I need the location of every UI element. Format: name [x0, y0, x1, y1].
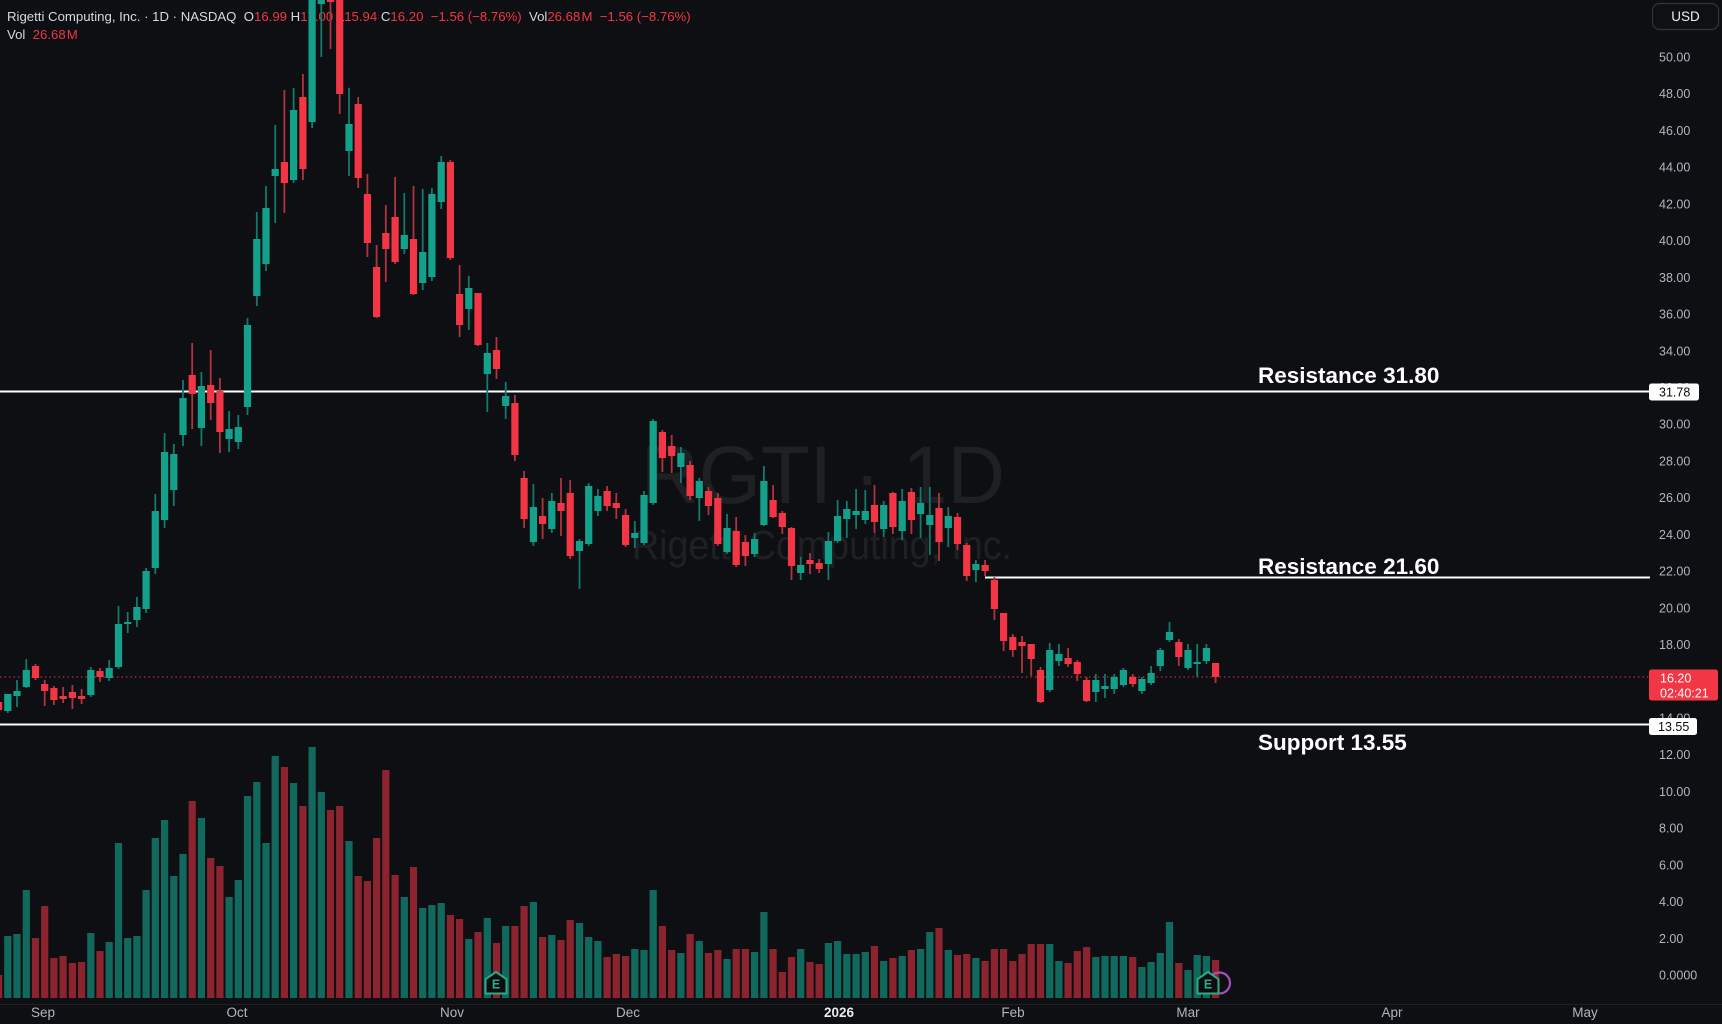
- svg-text:12.00: 12.00: [1659, 748, 1690, 762]
- svg-text:4.00: 4.00: [1659, 895, 1683, 909]
- svg-text:38.00: 38.00: [1659, 271, 1690, 285]
- svg-text:02:40:21: 02:40:21: [1660, 687, 1709, 701]
- svg-text:Feb: Feb: [1001, 1005, 1024, 1020]
- svg-text:Dec: Dec: [616, 1005, 640, 1020]
- svg-text:2.00: 2.00: [1659, 932, 1683, 946]
- svg-text:16.20: 16.20: [1660, 672, 1691, 686]
- svg-text:31.78: 31.78: [1659, 386, 1690, 400]
- svg-text:24.00: 24.00: [1659, 528, 1690, 542]
- svg-text:44.00: 44.00: [1659, 161, 1690, 175]
- svg-text:40.00: 40.00: [1659, 234, 1690, 248]
- svg-text:Resistance 21.60: Resistance 21.60: [1258, 554, 1439, 579]
- svg-text:36.00: 36.00: [1659, 308, 1690, 322]
- svg-text:22.00: 22.00: [1659, 565, 1690, 579]
- svg-text:RGTI · 1D: RGTI · 1D: [641, 430, 1005, 521]
- svg-text:34.00: 34.00: [1659, 344, 1690, 358]
- svg-text:E: E: [1204, 978, 1212, 992]
- svg-text:Vol 26.68 M: Vol 26.68 M: [7, 27, 78, 42]
- svg-text:42.00: 42.00: [1659, 197, 1690, 211]
- svg-text:48.00: 48.00: [1659, 87, 1690, 101]
- svg-text:46.00: 46.00: [1659, 124, 1690, 138]
- svg-text:20.00: 20.00: [1659, 601, 1690, 615]
- svg-text:Support 13.55: Support 13.55: [1258, 730, 1407, 755]
- svg-text:26.00: 26.00: [1659, 491, 1690, 505]
- svg-text:Rigetti Computing, Inc. · 1D ·: Rigetti Computing, Inc. · 1D · NASDAQ O1…: [7, 9, 691, 24]
- svg-text:10.00: 10.00: [1659, 785, 1690, 799]
- svg-text:May: May: [1572, 1005, 1598, 1020]
- svg-text:2026: 2026: [824, 1005, 855, 1020]
- svg-text:18.00: 18.00: [1659, 638, 1690, 652]
- svg-text:Resistance 31.80: Resistance 31.80: [1258, 363, 1439, 388]
- svg-text:Mar: Mar: [1176, 1005, 1200, 1020]
- svg-text:6.00: 6.00: [1659, 858, 1683, 872]
- svg-text:E: E: [492, 978, 500, 992]
- svg-text:Oct: Oct: [226, 1005, 247, 1020]
- svg-text:Nov: Nov: [440, 1005, 464, 1020]
- svg-text:USD: USD: [1671, 9, 1700, 24]
- svg-text:13.55: 13.55: [1658, 720, 1689, 734]
- svg-text:50.00: 50.00: [1659, 51, 1690, 65]
- svg-text:Apr: Apr: [1381, 1005, 1403, 1020]
- svg-text:30.00: 30.00: [1659, 418, 1690, 432]
- svg-text:8.00: 8.00: [1659, 822, 1683, 836]
- svg-text:0.0000: 0.0000: [1659, 969, 1697, 983]
- svg-text:Sep: Sep: [31, 1005, 55, 1020]
- svg-text:28.00: 28.00: [1659, 454, 1690, 468]
